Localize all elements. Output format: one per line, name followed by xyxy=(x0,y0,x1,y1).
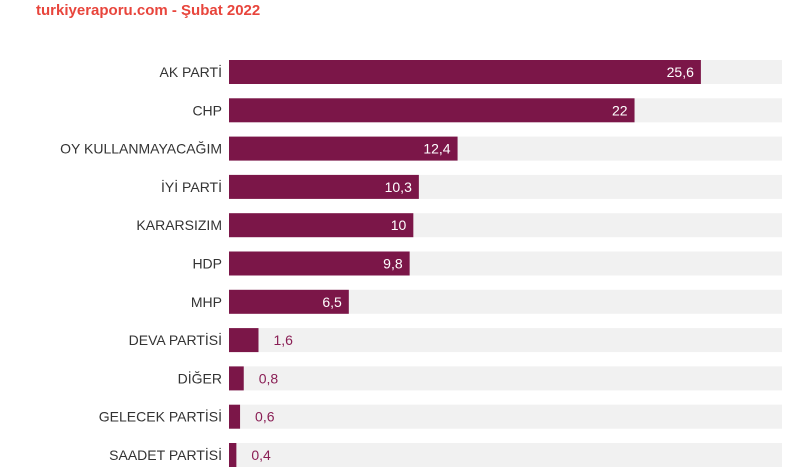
bar xyxy=(229,443,237,467)
category-label: DİĞER xyxy=(178,369,222,386)
bar-track xyxy=(229,443,782,467)
bar xyxy=(229,404,241,429)
category-label: İYİ PARTİ xyxy=(161,178,222,195)
value-label: 0,6 xyxy=(255,409,275,425)
value-label: 6,5 xyxy=(322,294,342,310)
bar xyxy=(229,60,701,84)
bar xyxy=(229,213,414,238)
category-label: AK PARTİ xyxy=(159,63,222,80)
bar xyxy=(229,136,458,161)
value-label: 10,3 xyxy=(385,179,412,195)
category-label: KARARSIZIM xyxy=(136,217,222,233)
value-label: 25,6 xyxy=(667,64,694,80)
bar xyxy=(229,289,349,314)
value-label: 10 xyxy=(391,217,407,233)
value-label: 0,8 xyxy=(259,370,279,386)
category-label: MHP xyxy=(191,294,222,310)
bar xyxy=(229,98,635,123)
category-label: HDP xyxy=(192,256,222,272)
value-label: 12,4 xyxy=(423,141,450,157)
bar xyxy=(229,328,259,353)
bar xyxy=(229,174,419,199)
value-label: 22 xyxy=(612,102,628,118)
bar xyxy=(229,251,410,276)
category-label: OY KULLANMAYACAĞIM xyxy=(60,141,222,157)
category-label: DEVA PARTİSİ xyxy=(129,331,222,348)
bar-track xyxy=(229,366,782,391)
value-label: 1,6 xyxy=(273,332,293,348)
category-label: CHP xyxy=(192,102,222,118)
value-label: 0,4 xyxy=(251,447,271,463)
category-label: SAADET PARTİSİ xyxy=(109,446,222,463)
bar-track xyxy=(229,328,782,353)
bar xyxy=(229,366,244,391)
category-label: GELECEK PARTİSİ xyxy=(99,408,222,425)
value-label: 9,8 xyxy=(383,256,403,272)
chart-source-title: turkiyeraporu.com - Şubat 2022 xyxy=(36,2,261,19)
bar-track xyxy=(229,404,782,429)
